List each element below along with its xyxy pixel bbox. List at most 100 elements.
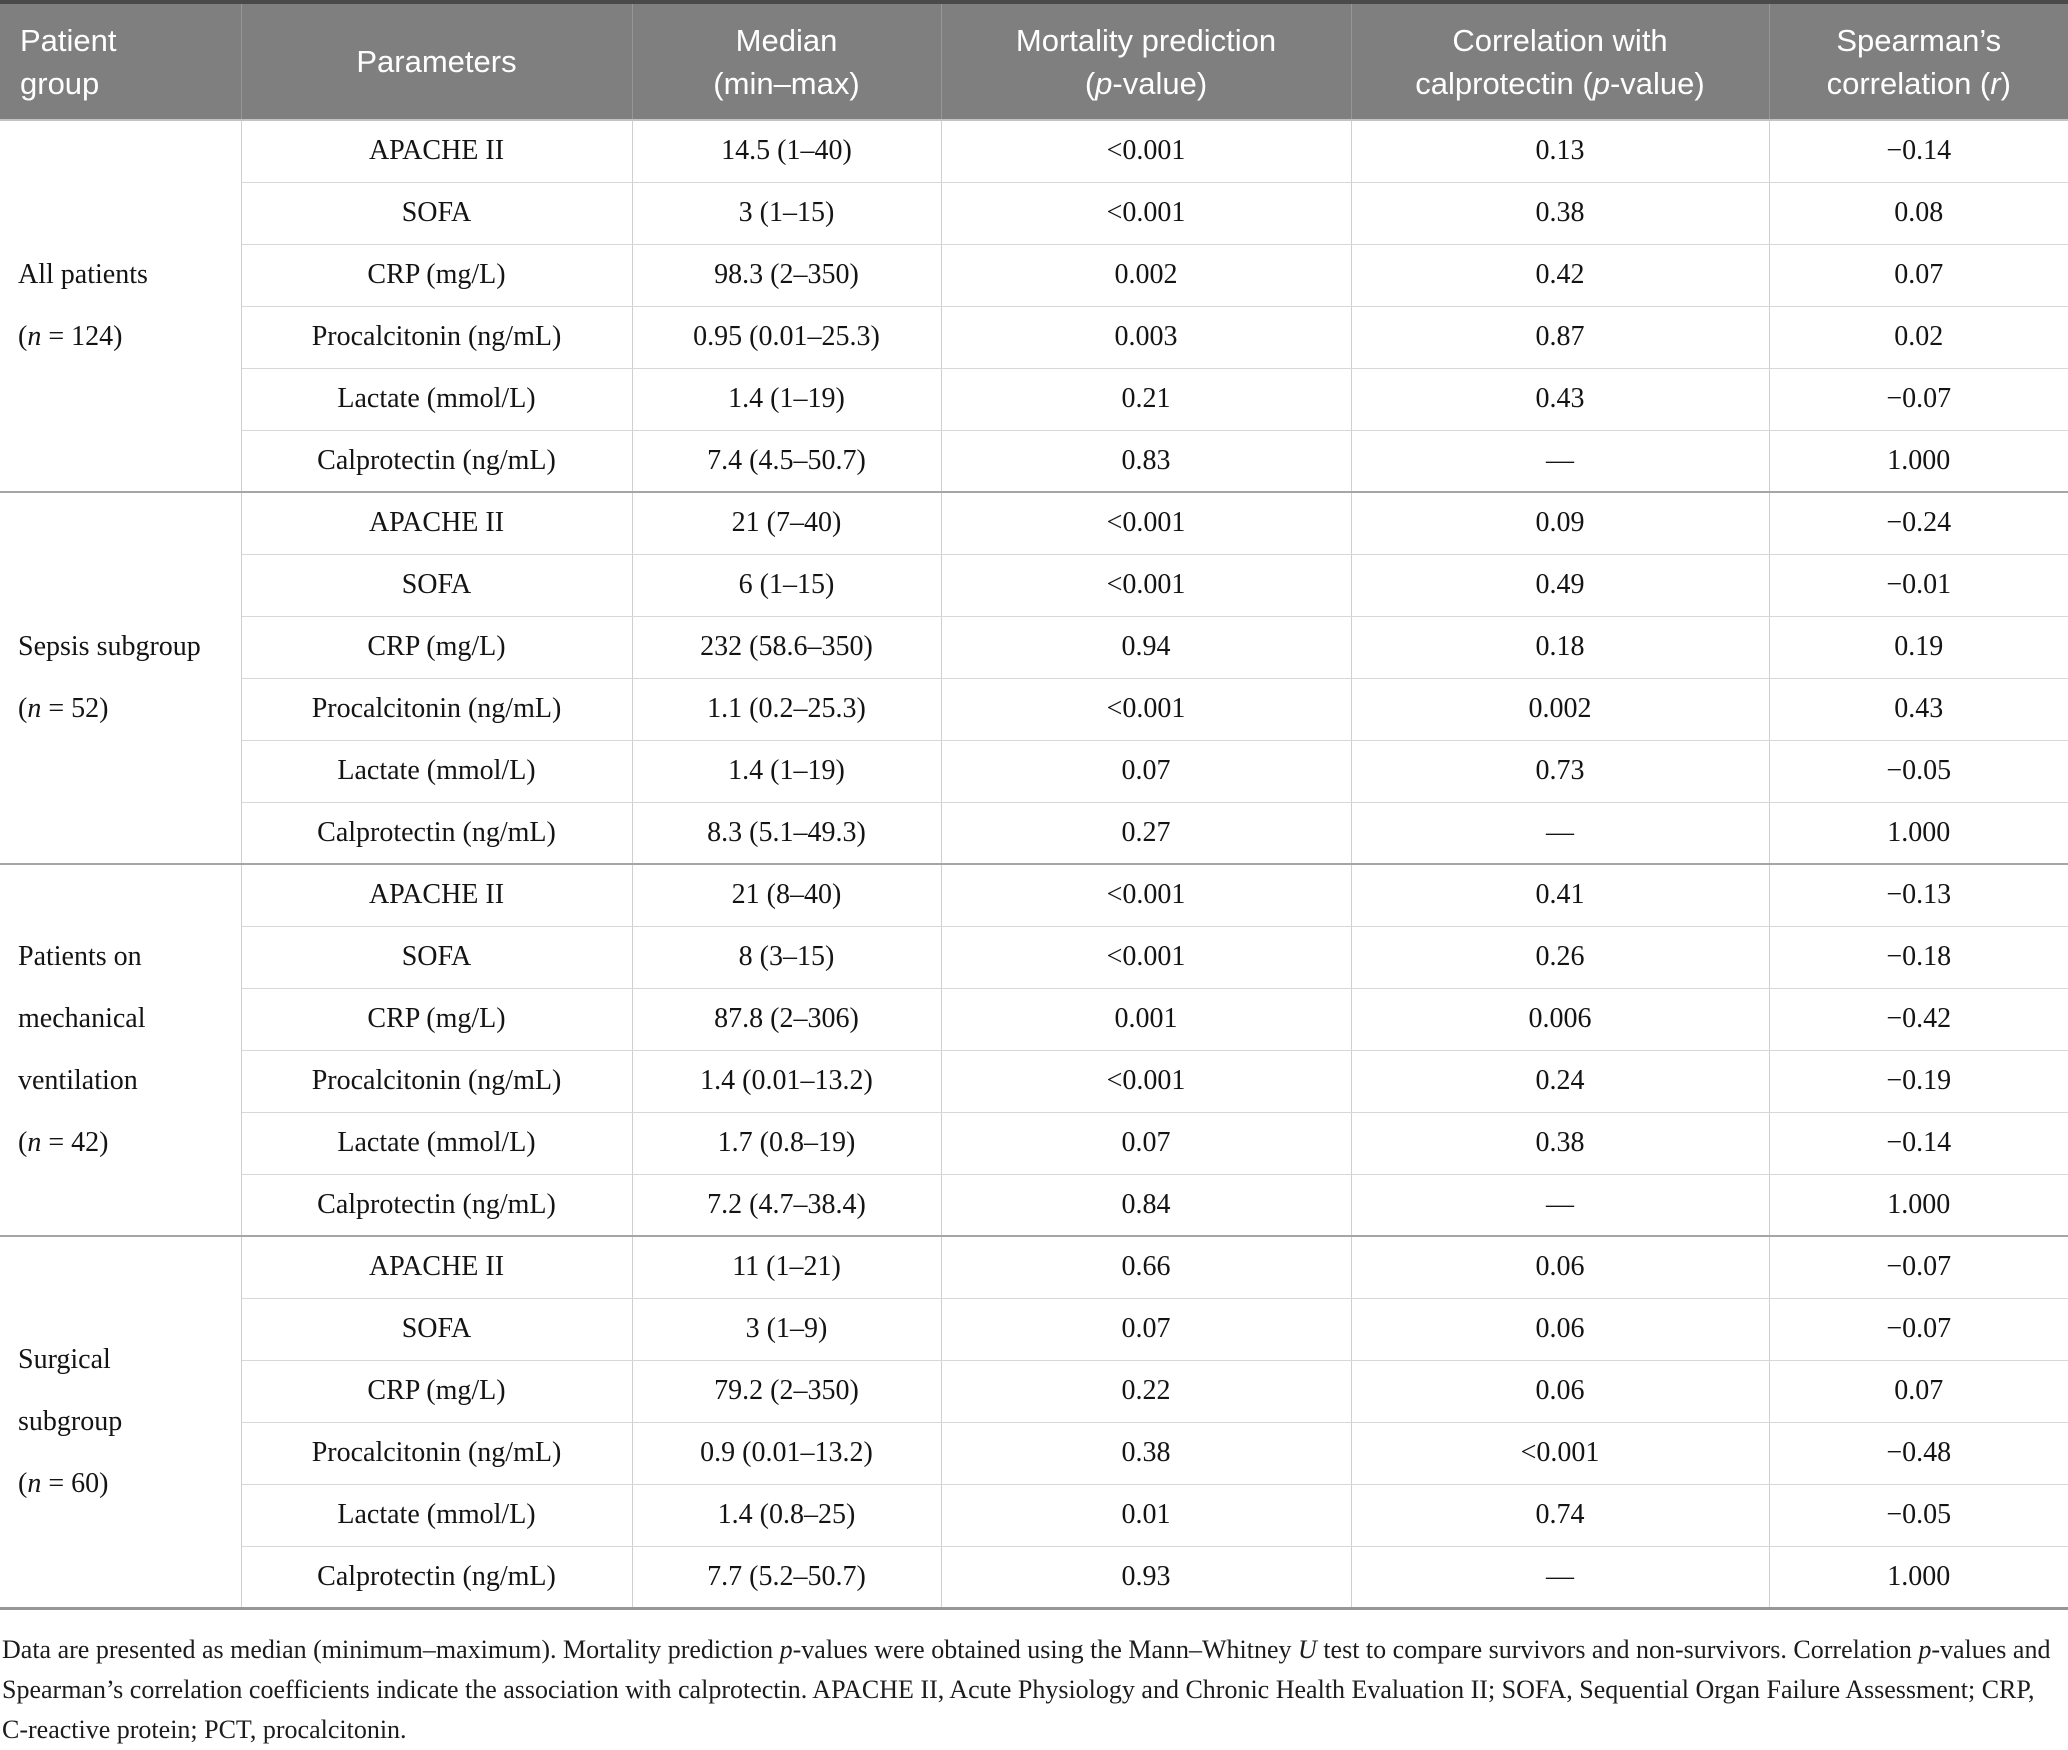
median-cell: 21 (7–40) [632,492,942,555]
correlation-cell: 0.42 [1351,244,1770,307]
parameter-cell: APACHE II [241,1236,633,1299]
parameter-cell: Lactate (mmol/L) [241,1484,633,1547]
correlation-cell: 0.41 [1351,864,1770,927]
mortality-cell: <0.001 [941,864,1352,927]
median-cell: 1.4 (0.8–25) [632,1484,942,1547]
mortality-cell: 0.83 [941,430,1352,493]
group-mechanical-ventilation: Patients on mechanical ventilation (n = … [0,864,2068,1237]
correlation-cell: 0.38 [1351,1112,1770,1175]
median-cell: 87.8 (2–306) [632,988,942,1051]
mortality-cell: <0.001 [941,1050,1352,1113]
table-row: Lactate (mmol/L) 1.4 (0.8–25) 0.01 0.74 … [0,1484,2068,1547]
patient-group-cell: Surgical subgroup (n = 60) [0,1236,242,1609]
spearman-cell: −0.07 [1769,1236,2068,1299]
spearman-cell: −0.48 [1769,1422,2068,1485]
mortality-cell: <0.001 [941,492,1352,555]
median-cell: 1.4 (1–19) [632,740,942,803]
median-cell: 0.95 (0.01–25.3) [632,306,942,369]
parameter-cell: CRP (mg/L) [241,244,633,307]
table-row: Calprotectin (ng/mL) 7.4 (4.5–50.7) 0.83… [0,430,2068,493]
mortality-cell: <0.001 [941,182,1352,245]
parameter-cell: Calprotectin (ng/mL) [241,802,633,865]
spearman-cell: −0.18 [1769,926,2068,989]
median-cell: 1.1 (0.2–25.3) [632,678,942,741]
patient-group-cell: Patients on mechanical ventilation (n = … [0,864,242,1237]
correlation-cell: 0.13 [1351,120,1770,183]
median-cell: 3 (1–9) [632,1298,942,1361]
correlation-cell: 0.87 [1351,306,1770,369]
mortality-cell: <0.001 [941,678,1352,741]
median-cell: 0.9 (0.01–13.2) [632,1422,942,1485]
parameter-cell: CRP (mg/L) [241,1360,633,1423]
parameter-cell: Procalcitonin (ng/mL) [241,678,633,741]
mortality-cell: 0.38 [941,1422,1352,1485]
median-cell: 11 (1–21) [632,1236,942,1299]
table-row: CRP (mg/L) 232 (58.6–350) 0.94 0.18 0.19 [0,616,2068,679]
table-row: SOFA 3 (1–9) 0.07 0.06 −0.07 [0,1298,2068,1361]
mortality-cell: <0.001 [941,120,1352,183]
median-cell: 232 (58.6–350) [632,616,942,679]
parameter-cell: SOFA [241,1298,633,1361]
mortality-cell: 0.07 [941,740,1352,803]
spearman-cell: −0.42 [1769,988,2068,1051]
table-row: Calprotectin (ng/mL) 7.7 (5.2–50.7) 0.93… [0,1546,2068,1609]
table-row: Procalcitonin (ng/mL) 1.4 (0.01–13.2) <0… [0,1050,2068,1113]
header-mortality-prediction: Mortality prediction (p-value) [941,0,1352,121]
mortality-cell: 0.07 [941,1298,1352,1361]
parameter-cell: Procalcitonin (ng/mL) [241,1050,633,1113]
mortality-cell: 0.94 [941,616,1352,679]
table-row: Surgical subgroup (n = 60) APACHE II 11 … [0,1236,2068,1609]
table-header: Patient group Parameters Median (min–max… [0,0,2068,121]
table-row: SOFA 3 (1–15) <0.001 0.38 0.08 [0,182,2068,245]
mortality-cell: <0.001 [941,926,1352,989]
correlation-cell: 0.73 [1351,740,1770,803]
correlation-cell: 0.49 [1351,554,1770,617]
correlation-cell: — [1351,1546,1770,1609]
median-cell: 1.7 (0.8–19) [632,1112,942,1175]
correlation-cell: <0.001 [1351,1422,1770,1485]
correlation-cell: 0.74 [1351,1484,1770,1547]
median-cell: 7.4 (4.5–50.7) [632,430,942,493]
median-cell: 8 (3–15) [632,926,942,989]
spearman-cell: −0.14 [1769,1112,2068,1175]
correlation-cell: 0.002 [1351,678,1770,741]
median-cell: 1.4 (0.01–13.2) [632,1050,942,1113]
parameter-cell: SOFA [241,182,633,245]
spearman-cell: 1.000 [1769,1174,2068,1237]
spearman-cell: 0.07 [1769,1360,2068,1423]
median-cell: 14.5 (1–40) [632,120,942,183]
header-row: Patient group Parameters Median (min–max… [0,0,2068,121]
mortality-cell: 0.84 [941,1174,1352,1237]
spearman-cell: 0.02 [1769,306,2068,369]
mortality-cell: 0.07 [941,1112,1352,1175]
table-row: All patients (n = 124) APACHE II 14.5 (1… [0,120,2068,493]
mortality-cell: 0.93 [941,1546,1352,1609]
correlation-cell: — [1351,1174,1770,1237]
table-row: Lactate (mmol/L) 1.4 (1–19) 0.21 0.43 −0… [0,368,2068,431]
patient-group-cell: Sepsis subgroup (n = 52) [0,492,242,865]
spearman-cell: 0.43 [1769,678,2068,741]
median-cell: 21 (8–40) [632,864,942,927]
table-row: Sepsis subgroup (n = 52) APACHE II 21 (7… [0,492,2068,865]
header-correlation-calprotectin: Correlation with calprotectin (p-value) [1351,0,1770,121]
median-cell: 8.3 (5.1–49.3) [632,802,942,865]
correlation-cell: 0.06 [1351,1298,1770,1361]
spearman-cell: 1.000 [1769,430,2068,493]
correlation-cell: 0.24 [1351,1050,1770,1113]
spearman-cell: −0.07 [1769,1298,2068,1361]
parameter-cell: Lactate (mmol/L) [241,740,633,803]
header-median: Median (min–max) [632,0,942,121]
mortality-cell: 0.002 [941,244,1352,307]
parameter-cell: APACHE II [241,864,633,927]
table-row: CRP (mg/L) 87.8 (2–306) 0.001 0.006 −0.4… [0,988,2068,1051]
median-cell: 79.2 (2–350) [632,1360,942,1423]
group-all-patients: All patients (n = 124) APACHE II 14.5 (1… [0,120,2068,493]
correlation-cell: — [1351,802,1770,865]
table-row: Lactate (mmol/L) 1.4 (1–19) 0.07 0.73 −0… [0,740,2068,803]
parameter-cell: CRP (mg/L) [241,616,633,679]
spearman-cell: 1.000 [1769,1546,2068,1609]
mortality-cell: 0.27 [941,802,1352,865]
correlation-cell: 0.18 [1351,616,1770,679]
mortality-cell: <0.001 [941,554,1352,617]
median-cell: 3 (1–15) [632,182,942,245]
